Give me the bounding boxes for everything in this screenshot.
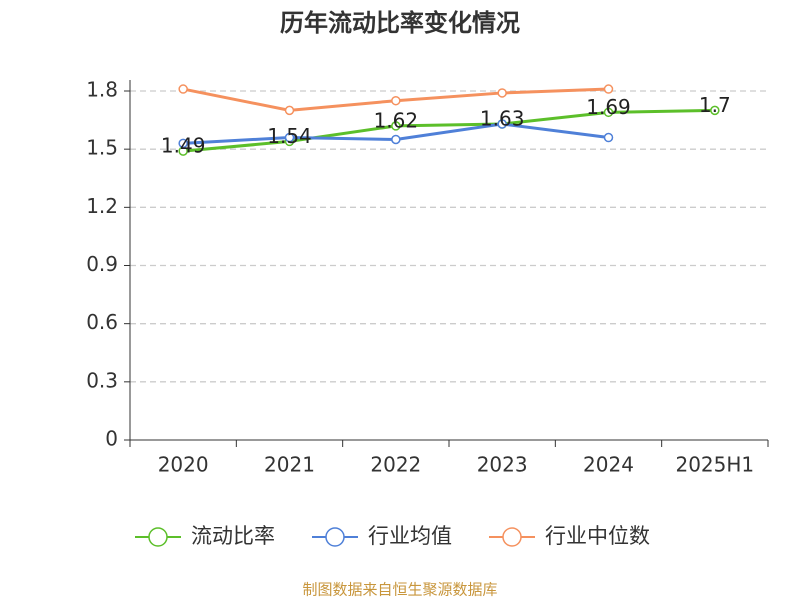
- data-label: 1.62: [374, 108, 419, 132]
- chart-title: 历年流动比率变化情况: [280, 9, 520, 37]
- source-note: 制图数据来自恒生聚源数据库: [302, 581, 497, 599]
- point: [603, 107, 614, 118]
- x-tick-label: 2025H1: [675, 453, 754, 477]
- legend-label: 流动比率: [191, 524, 275, 548]
- point: [178, 84, 188, 94]
- point: [603, 84, 614, 94]
- point: [284, 105, 295, 116]
- y-tick-label: 0.6: [86, 310, 118, 334]
- point: [391, 121, 401, 131]
- x-tick-label: 2024: [583, 453, 634, 477]
- y-tick-label: 0.3: [86, 368, 118, 392]
- point: [178, 138, 188, 149]
- legend-marker: [148, 527, 168, 547]
- point: [284, 132, 295, 143]
- y-tick-label: 1.2: [86, 194, 118, 218]
- series-line: [183, 108, 715, 153]
- data-label: 1.49: [161, 134, 206, 158]
- point: [710, 105, 720, 116]
- data-label: 1.54: [267, 124, 312, 148]
- y-tick-label: 1.8: [86, 78, 118, 102]
- x-tick-label: 2021: [264, 453, 315, 477]
- data-label: 1.63: [480, 106, 525, 130]
- y-tick-label: 0: [105, 427, 118, 451]
- legend-label: 行业均值: [368, 524, 452, 548]
- x-tick-label: 2022: [370, 453, 421, 477]
- point: [497, 88, 507, 98]
- data-label: 1.69: [586, 95, 631, 119]
- legend-marker: [502, 527, 522, 547]
- legend-marker: [325, 527, 345, 547]
- y-tick-label: 0.9: [86, 252, 118, 276]
- point: [497, 119, 507, 129]
- x-tick-label: 2023: [477, 453, 528, 477]
- x-tick-label: 2020: [158, 453, 209, 477]
- legend-label: 行业中位数: [545, 524, 650, 548]
- point: [391, 95, 401, 106]
- y-tick-label: 1.5: [86, 136, 118, 160]
- point: [391, 134, 401, 145]
- point: [603, 132, 614, 143]
- data-label: 1.7: [699, 93, 731, 117]
